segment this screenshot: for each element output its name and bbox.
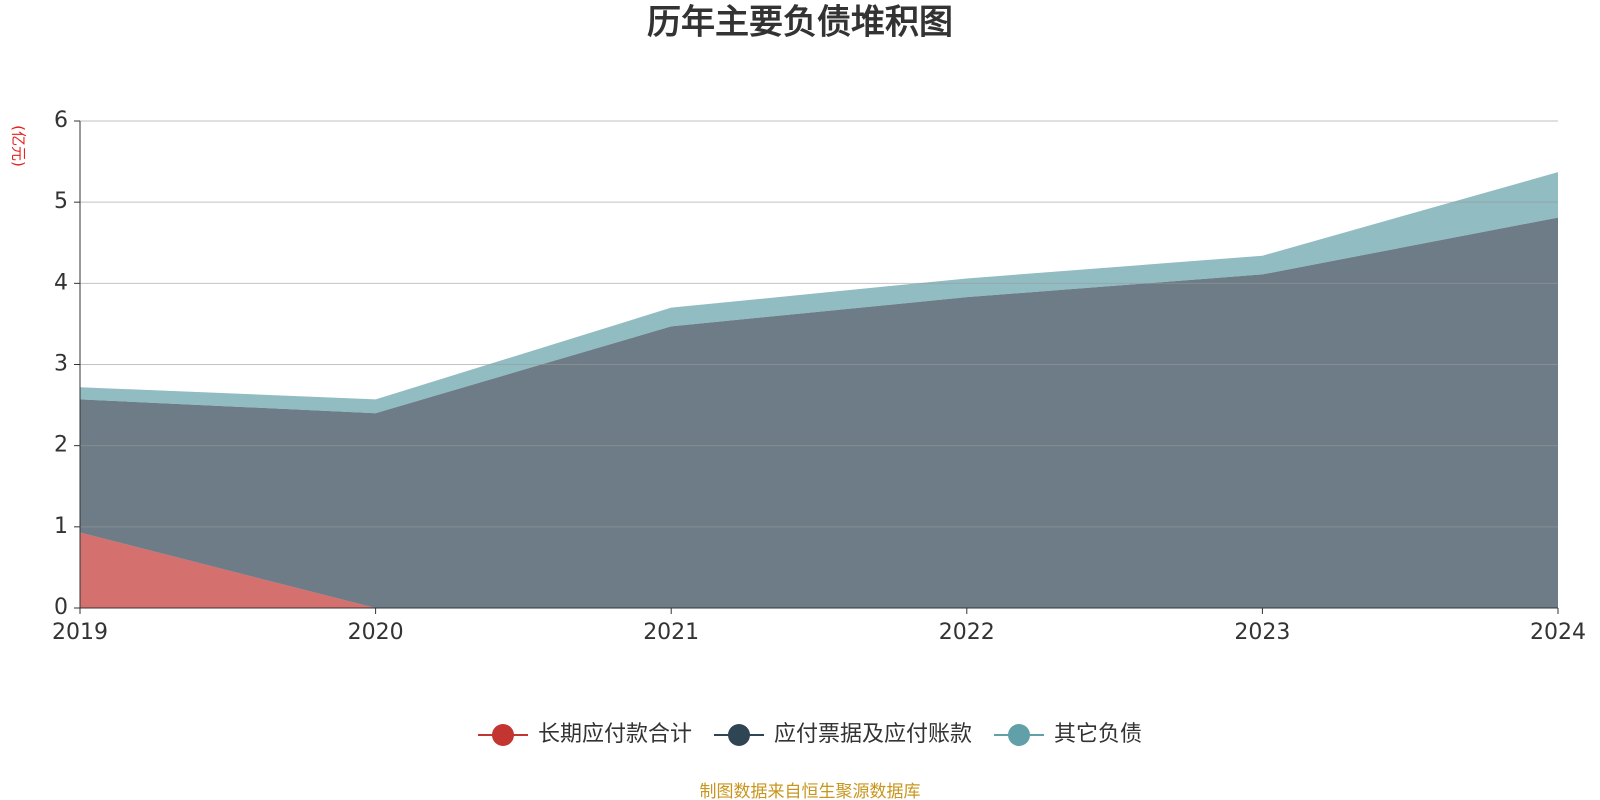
legend-item: 其它负债	[994, 722, 1142, 747]
y-axis-unit: (亿元)	[10, 125, 28, 167]
legend-marker	[1008, 724, 1031, 746]
x-tick-label: 2021	[643, 620, 699, 645]
legend-label: 其它负债	[1054, 722, 1142, 747]
x-tick-label: 2022	[939, 620, 995, 645]
x-tick-label: 2019	[52, 620, 108, 645]
y-tick-label: 5	[54, 189, 68, 214]
source-note: 制图数据来自恒生聚源数据库	[700, 782, 921, 800]
x-tick-label: 2023	[1234, 620, 1290, 645]
chart-title: 历年主要负债堆积图	[647, 3, 953, 43]
legend-label: 应付票据及应付账款	[774, 722, 972, 747]
y-tick-label: 3	[54, 352, 68, 377]
y-tick-label: 6	[54, 108, 68, 133]
y-tick-label: 4	[54, 270, 68, 295]
x-tick-label: 2020	[348, 620, 404, 645]
y-tick-label: 0	[54, 595, 68, 620]
area	[80, 532, 1558, 608]
legend-marker	[491, 724, 514, 746]
legend-label: 长期应付款合计	[538, 722, 692, 747]
x-tick-label: 2024	[1530, 620, 1586, 645]
legend: 长期应付款合计 应付票据及应付账款 其它负债	[477, 722, 1142, 747]
y-tick-label: 2	[54, 433, 68, 458]
legend-item: 应付票据及应付账款	[713, 722, 972, 747]
legend-marker	[727, 724, 750, 746]
area	[80, 217, 1558, 609]
legend-item: 长期应付款合计	[477, 722, 692, 747]
y-tick-label: 1	[54, 514, 68, 539]
